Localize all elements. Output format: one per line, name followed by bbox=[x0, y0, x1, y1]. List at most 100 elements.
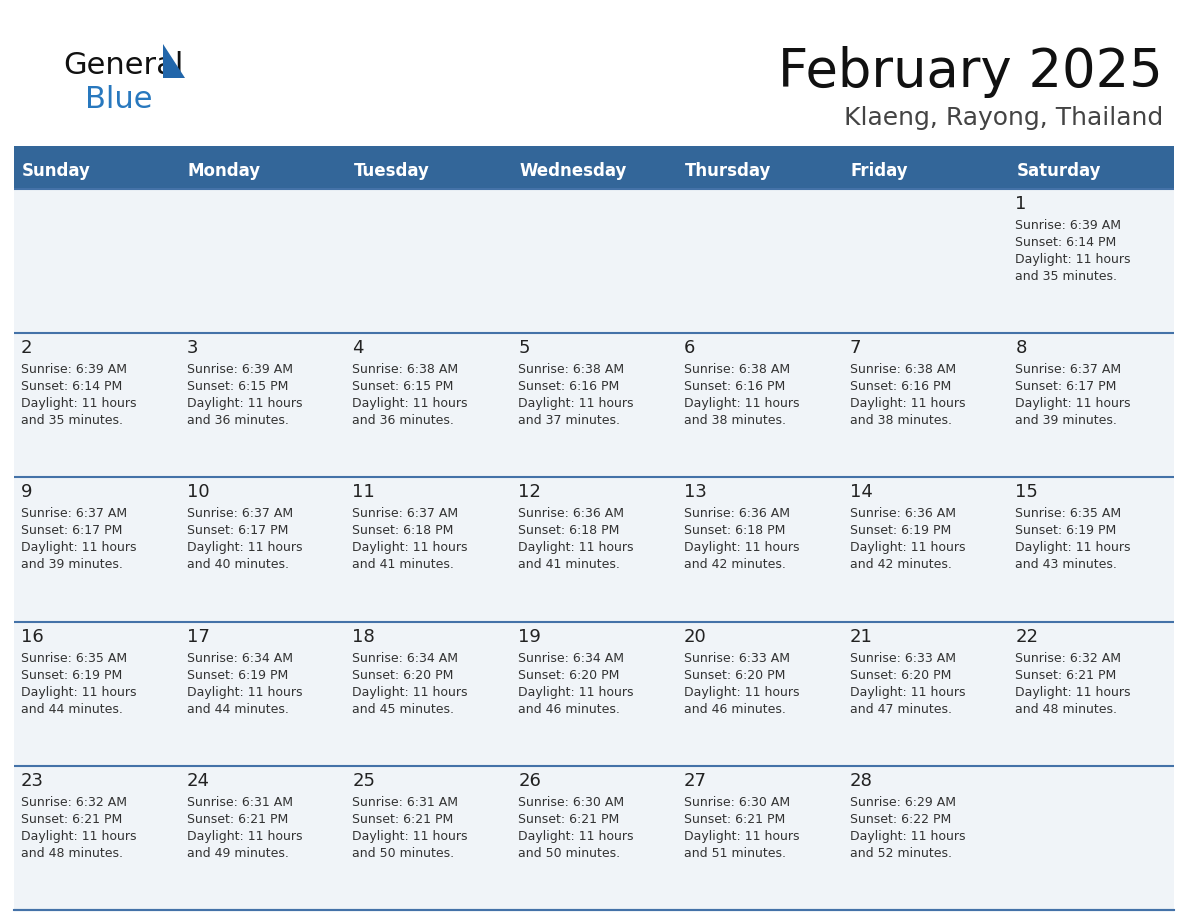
Text: Daylight: 11 hours: Daylight: 11 hours bbox=[1016, 542, 1131, 554]
FancyBboxPatch shape bbox=[14, 766, 179, 910]
FancyBboxPatch shape bbox=[1009, 621, 1174, 766]
Text: Daylight: 11 hours: Daylight: 11 hours bbox=[518, 542, 633, 554]
Text: Sunset: 6:19 PM: Sunset: 6:19 PM bbox=[21, 668, 122, 681]
FancyBboxPatch shape bbox=[511, 189, 677, 333]
Text: 14: 14 bbox=[849, 484, 872, 501]
Text: Sunset: 6:19 PM: Sunset: 6:19 PM bbox=[849, 524, 950, 537]
Text: and 51 minutes.: and 51 minutes. bbox=[684, 846, 785, 860]
FancyBboxPatch shape bbox=[1009, 189, 1174, 333]
Text: 21: 21 bbox=[849, 628, 872, 645]
FancyBboxPatch shape bbox=[179, 477, 346, 621]
FancyBboxPatch shape bbox=[677, 477, 842, 621]
Text: Blue: Blue bbox=[86, 85, 152, 115]
Text: 1: 1 bbox=[1016, 195, 1026, 213]
Text: and 39 minutes.: and 39 minutes. bbox=[1016, 414, 1117, 427]
FancyBboxPatch shape bbox=[14, 152, 179, 189]
Text: 10: 10 bbox=[187, 484, 209, 501]
Text: and 41 minutes.: and 41 minutes. bbox=[353, 558, 454, 571]
Text: 24: 24 bbox=[187, 772, 210, 789]
Text: Daylight: 11 hours: Daylight: 11 hours bbox=[187, 397, 302, 410]
Text: Sunset: 6:15 PM: Sunset: 6:15 PM bbox=[187, 380, 287, 393]
Text: Sunrise: 6:30 AM: Sunrise: 6:30 AM bbox=[518, 796, 624, 809]
FancyBboxPatch shape bbox=[677, 189, 842, 333]
Text: Daylight: 11 hours: Daylight: 11 hours bbox=[1016, 686, 1131, 699]
Text: Daylight: 11 hours: Daylight: 11 hours bbox=[353, 397, 468, 410]
Text: and 36 minutes.: and 36 minutes. bbox=[187, 414, 289, 427]
Text: 22: 22 bbox=[1016, 628, 1038, 645]
FancyBboxPatch shape bbox=[677, 333, 842, 477]
FancyBboxPatch shape bbox=[842, 333, 1009, 477]
Text: Sunset: 6:19 PM: Sunset: 6:19 PM bbox=[1016, 524, 1117, 537]
Text: Daylight: 11 hours: Daylight: 11 hours bbox=[849, 830, 965, 843]
FancyBboxPatch shape bbox=[179, 189, 346, 333]
Text: Daylight: 11 hours: Daylight: 11 hours bbox=[21, 542, 137, 554]
Text: Daylight: 11 hours: Daylight: 11 hours bbox=[849, 397, 965, 410]
Text: Daylight: 11 hours: Daylight: 11 hours bbox=[353, 830, 468, 843]
Text: 20: 20 bbox=[684, 628, 707, 645]
Text: and 44 minutes.: and 44 minutes. bbox=[21, 702, 122, 716]
Text: Daylight: 11 hours: Daylight: 11 hours bbox=[187, 542, 302, 554]
Text: Sunrise: 6:37 AM: Sunrise: 6:37 AM bbox=[187, 508, 292, 521]
Text: Sunset: 6:21 PM: Sunset: 6:21 PM bbox=[187, 812, 287, 826]
FancyBboxPatch shape bbox=[179, 152, 346, 189]
Text: 18: 18 bbox=[353, 628, 375, 645]
FancyBboxPatch shape bbox=[179, 333, 346, 477]
Text: Sunset: 6:18 PM: Sunset: 6:18 PM bbox=[684, 524, 785, 537]
Text: Sunrise: 6:38 AM: Sunrise: 6:38 AM bbox=[353, 364, 459, 376]
FancyBboxPatch shape bbox=[677, 621, 842, 766]
Polygon shape bbox=[163, 44, 185, 78]
Text: and 43 minutes.: and 43 minutes. bbox=[1016, 558, 1117, 571]
Text: Daylight: 11 hours: Daylight: 11 hours bbox=[518, 830, 633, 843]
FancyBboxPatch shape bbox=[346, 621, 511, 766]
Text: Sunset: 6:19 PM: Sunset: 6:19 PM bbox=[187, 668, 287, 681]
Text: Sunset: 6:18 PM: Sunset: 6:18 PM bbox=[353, 524, 454, 537]
Text: Sunset: 6:21 PM: Sunset: 6:21 PM bbox=[684, 812, 785, 826]
Text: Daylight: 11 hours: Daylight: 11 hours bbox=[684, 397, 800, 410]
Text: 9: 9 bbox=[21, 484, 32, 501]
Text: Daylight: 11 hours: Daylight: 11 hours bbox=[21, 397, 137, 410]
Text: and 40 minutes.: and 40 minutes. bbox=[187, 558, 289, 571]
Text: and 48 minutes.: and 48 minutes. bbox=[1016, 702, 1117, 716]
Text: and 35 minutes.: and 35 minutes. bbox=[1016, 270, 1117, 283]
Text: 26: 26 bbox=[518, 772, 541, 789]
Text: 28: 28 bbox=[849, 772, 872, 789]
Text: Klaeng, Rayong, Thailand: Klaeng, Rayong, Thailand bbox=[843, 106, 1163, 130]
Text: 13: 13 bbox=[684, 484, 707, 501]
Text: and 50 minutes.: and 50 minutes. bbox=[353, 846, 455, 860]
Text: and 44 minutes.: and 44 minutes. bbox=[187, 702, 289, 716]
Text: Sunrise: 6:32 AM: Sunrise: 6:32 AM bbox=[1016, 652, 1121, 665]
Text: Tuesday: Tuesday bbox=[353, 162, 429, 180]
Text: and 52 minutes.: and 52 minutes. bbox=[849, 846, 952, 860]
FancyBboxPatch shape bbox=[842, 477, 1009, 621]
Text: Daylight: 11 hours: Daylight: 11 hours bbox=[187, 686, 302, 699]
Text: Sunset: 6:21 PM: Sunset: 6:21 PM bbox=[518, 812, 619, 826]
Text: Saturday: Saturday bbox=[1016, 162, 1101, 180]
Text: 17: 17 bbox=[187, 628, 209, 645]
Text: Wednesday: Wednesday bbox=[519, 162, 626, 180]
Text: Sunset: 6:17 PM: Sunset: 6:17 PM bbox=[187, 524, 287, 537]
FancyBboxPatch shape bbox=[346, 152, 511, 189]
Text: February 2025: February 2025 bbox=[778, 46, 1163, 98]
Text: Sunset: 6:20 PM: Sunset: 6:20 PM bbox=[849, 668, 950, 681]
Text: Sunset: 6:21 PM: Sunset: 6:21 PM bbox=[1016, 668, 1117, 681]
Text: General: General bbox=[63, 50, 183, 80]
Text: Sunset: 6:14 PM: Sunset: 6:14 PM bbox=[1016, 236, 1117, 249]
Text: Daylight: 11 hours: Daylight: 11 hours bbox=[684, 686, 800, 699]
FancyBboxPatch shape bbox=[1009, 477, 1174, 621]
FancyBboxPatch shape bbox=[14, 621, 179, 766]
Text: Sunrise: 6:34 AM: Sunrise: 6:34 AM bbox=[518, 652, 624, 665]
Text: Sunset: 6:20 PM: Sunset: 6:20 PM bbox=[518, 668, 619, 681]
Text: Sunday: Sunday bbox=[23, 162, 90, 180]
Text: and 47 minutes.: and 47 minutes. bbox=[849, 702, 952, 716]
Text: Sunrise: 6:37 AM: Sunrise: 6:37 AM bbox=[1016, 364, 1121, 376]
Text: Sunset: 6:16 PM: Sunset: 6:16 PM bbox=[849, 380, 950, 393]
Text: Sunrise: 6:34 AM: Sunrise: 6:34 AM bbox=[353, 652, 459, 665]
FancyBboxPatch shape bbox=[511, 766, 677, 910]
FancyBboxPatch shape bbox=[1009, 152, 1174, 189]
Text: and 46 minutes.: and 46 minutes. bbox=[518, 702, 620, 716]
Text: 16: 16 bbox=[21, 628, 44, 645]
Text: Sunrise: 6:36 AM: Sunrise: 6:36 AM bbox=[518, 508, 624, 521]
Text: Sunrise: 6:37 AM: Sunrise: 6:37 AM bbox=[353, 508, 459, 521]
Text: Sunrise: 6:34 AM: Sunrise: 6:34 AM bbox=[187, 652, 292, 665]
FancyBboxPatch shape bbox=[842, 766, 1009, 910]
